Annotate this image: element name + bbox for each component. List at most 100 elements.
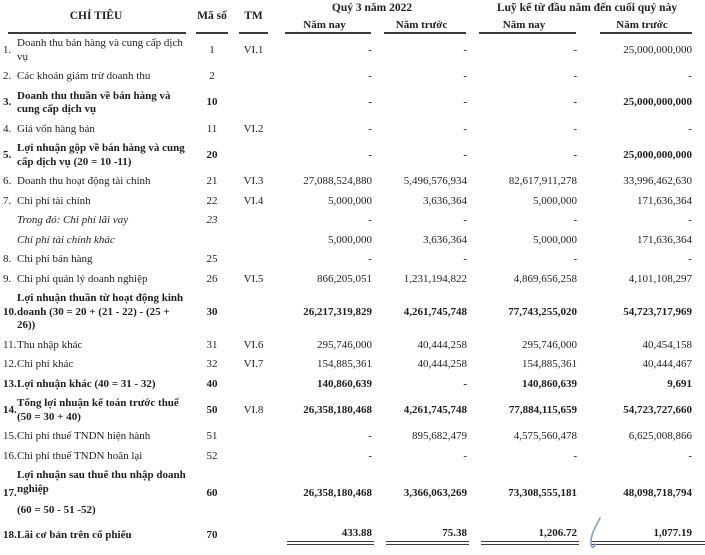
value-cell: 3,636,364: [374, 231, 469, 251]
value-text: -: [463, 214, 468, 226]
value-cell: 4,261,745,748: [374, 289, 469, 336]
value-text: 26,358,180,468: [303, 486, 373, 499]
row-number: 9.: [3, 272, 12, 285]
value-cell: -: [275, 120, 374, 140]
row-label-text: Các khoản giảm trừ doanh thu: [17, 70, 151, 82]
table-row: Chi phí tài chính khác 5,000,000 3,636,364…: [0, 231, 705, 251]
row-label-text: Chi phí tài chính: [17, 194, 91, 207]
row-number: 4.: [3, 122, 12, 135]
value-cell: -: [579, 250, 705, 270]
value-text: -: [463, 377, 468, 390]
table-row: 15. Chi phí thuế TNDN hiện hành 51 - 895,682…: [0, 427, 705, 447]
value-cell: -: [275, 250, 374, 270]
value-text: 40,444,467: [642, 358, 693, 370]
value-cell: -: [275, 447, 374, 467]
value-text: -: [463, 253, 468, 265]
value-cell: 140,860,639: [275, 375, 374, 395]
value-text: -: [688, 449, 693, 462]
value-text: 1,231,194,822: [403, 272, 468, 285]
value-cell: -: [275, 139, 374, 172]
value-cell: 5,000,000: [469, 231, 579, 251]
table-row: 2. Các khoản giảm trừ doanh thu 2 - - - -: [0, 67, 705, 87]
row-number: 12.: [3, 358, 17, 370]
header-ma-so: Mã số: [192, 0, 232, 34]
value-cell: -: [374, 120, 469, 140]
row-label-text: Thu nhập khác: [17, 338, 83, 351]
value-text: 54,723,727,660: [623, 403, 693, 416]
row-tm: [232, 231, 275, 251]
row-code: 31: [206, 338, 218, 351]
value-cell: 5,496,576,934: [374, 172, 469, 192]
value-cell: 77,884,115,659: [469, 394, 579, 427]
table-row: 10. Lợi nhuận thuần từ hoạt động kinh doa…: [0, 289, 705, 336]
value-cell: 54,723,727,660: [579, 394, 705, 427]
row-code: 40: [206, 377, 218, 390]
row-code: 20: [206, 148, 218, 161]
value-text: -: [368, 70, 373, 82]
table-row: 1. Doanh thu bán hàng và cung cấp dịch vụ…: [0, 34, 705, 67]
value-cell: 6,625,008,866: [579, 427, 705, 447]
row-label: Lợi nhuận khác (40 = 31 - 32): [17, 375, 192, 395]
value-cell: -: [469, 120, 579, 140]
row-number: 5.: [3, 148, 12, 161]
value-cell: 3,366,063,269: [374, 466, 469, 521]
row-label: Chi phí thuế TNDN hiện hành: [17, 427, 192, 447]
value-cell: 154,885,361: [469, 355, 579, 375]
row-label: Doanh thu thuần về bán hàng và cung cấp …: [17, 87, 192, 120]
value-cell: -: [275, 67, 374, 87]
value-text: -: [368, 214, 373, 226]
row-code: 30: [206, 305, 218, 318]
value-text: 5,000,000: [328, 233, 373, 246]
row-label: Chi phí bán hàng: [17, 250, 192, 270]
value-text: 27,088,524,880: [303, 175, 373, 187]
value-text: -: [688, 214, 693, 226]
value-cell: 1,206.72: [469, 521, 580, 550]
value-text: 77,884,115,659: [508, 403, 578, 416]
row-tm: [232, 447, 275, 467]
value-cell: -: [374, 447, 469, 467]
value-text: -: [368, 430, 373, 442]
row-tm: [232, 466, 275, 521]
header-group-luy-ke: Luỹ kế từ đầu năm đến cuối quý này: [496, 2, 678, 14]
value-text: 5,496,576,934: [403, 175, 468, 187]
table-row: 3. Doanh thu thuần về bán hàng và cung cấ…: [0, 87, 705, 120]
row-number: [0, 211, 17, 231]
table-header: CHỈ TIÊU Mã số TM Quý 3 năm 2022 Luỹ kế …: [0, 0, 705, 34]
header-q3-nam-nay: Năm nay: [275, 18, 374, 35]
value-text: -: [463, 122, 468, 135]
row-label-text: Chi phí tài chính khác: [17, 233, 115, 246]
value-text: 154,885,361: [317, 358, 373, 370]
row-code: 1: [209, 43, 215, 56]
value-cell: -: [374, 87, 469, 120]
value-cell: 48,098,718,794: [579, 466, 705, 521]
value-cell: 5,000,000: [275, 231, 374, 251]
value-text: 3,636,364: [423, 194, 468, 207]
value-cell: -: [469, 447, 579, 467]
value-text: 40,444,258: [417, 358, 468, 370]
row-tm: [232, 375, 275, 395]
row-label: Tổng lợi nhuận kế toán trước thuế (50 = …: [17, 394, 192, 427]
row-code: 70: [206, 529, 218, 541]
value-cell: 4,869,656,258: [469, 270, 579, 290]
value-cell: 4,575,560,478: [469, 427, 579, 447]
value-text: -: [368, 43, 373, 56]
value-text: 1,077.19: [591, 527, 705, 545]
value-text: 40,454,158: [642, 338, 693, 351]
row-tm: [232, 289, 275, 336]
table-row: 7. Chi phí tài chính 22 VI.4 5,000,000 3,636,…: [0, 192, 705, 212]
row-code: 21: [206, 175, 218, 187]
header-lk-nam-truoc: Năm trước: [579, 18, 705, 35]
table-row: 6. Doanh thu hoạt động tài chính 21 VI.3 27,…: [0, 172, 705, 192]
value-text: 82,617,911,278: [508, 175, 578, 187]
row-number: 6.: [3, 175, 12, 187]
row-label: Chi phí quản lý doanh nghiệp: [17, 270, 192, 290]
value-text: 5,000,000: [533, 233, 578, 246]
value-cell: -: [469, 211, 579, 231]
value-cell: 140,860,639: [469, 375, 579, 395]
row-code: 52: [206, 449, 218, 462]
value-text: 54,723,717,969: [623, 305, 693, 318]
row-label: Trong đó: Chi phí lãi vay: [17, 211, 192, 231]
value-text: 6,625,008,866: [628, 430, 693, 442]
value-cell: 54,723,717,969: [579, 289, 705, 336]
